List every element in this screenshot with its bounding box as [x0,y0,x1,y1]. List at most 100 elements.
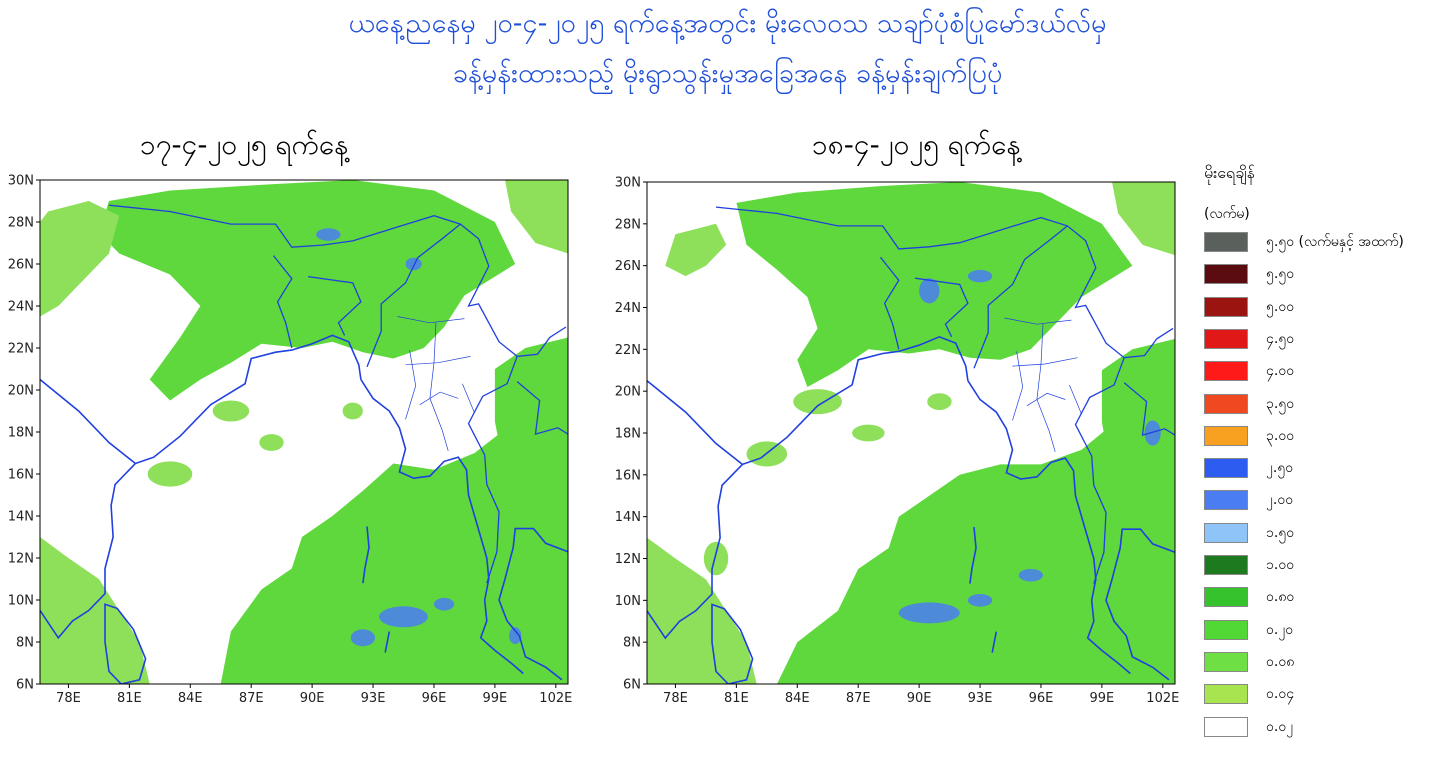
legend-label: ၁.၅၀ [1266,524,1295,541]
rainfall-map-day2: 30N 28N 26N 24N 22N 20N 18N 16N 14N 12N 10N 8N 6N 78E… [600,170,1185,706]
heavy-rain-spot [350,629,376,647]
heavy-rain-spot [967,594,993,607]
legend-label: ၀.၀၈ [1266,653,1295,670]
state-boundary [405,350,417,420]
heavy-rain-spot [379,606,428,628]
lon-tick-label: 99E [1090,691,1115,705]
legend-label: ၅.၅၀ (လက်မနှင့် အထက်) [1266,234,1404,250]
coastline-india-east [647,335,969,466]
lat-tick-label: 22N [615,343,641,358]
state-boundary [1036,324,1056,452]
map-title-line-1: ယနေ့ညနေမှ ၂၀-၄-၂၀၂၅ ရက်နေ့အတွင်း မိုးလေဝ… [348,8,1107,39]
lon-tick-label: 96E [1029,691,1054,705]
lon-tick-label: 102E [539,691,572,705]
coastline-sri-lanka [104,603,147,684]
legend-label: ၃.၀၀ [1266,427,1295,444]
legend-swatch [1204,555,1248,575]
legend-swatch [1204,425,1248,446]
lat-tick-label: 10N [615,594,641,609]
border-myanmar-thailand [467,356,518,584]
coastline-nicobar [991,631,998,653]
state-boundary [1012,357,1078,367]
legend-title: မိုးရေချိန် [1204,163,1255,182]
rain-patch [212,400,250,422]
rain-area-south [220,379,568,684]
lat-tick-label: 6N [16,678,34,693]
map-title-line-2: ခန့်မှန်းထားသည့် မိုးရွာသွန်းမှုအခြေအနေ … [452,58,1003,89]
legend-swatch [1204,490,1248,511]
border-myanmar-india [973,225,1068,369]
legend-label: ၄.၀၀ [1266,363,1295,380]
lat-tick-label: 24N [8,300,34,315]
lon-tick-label: 87E [239,691,264,705]
lon-tick-label: 87E [846,691,871,705]
legend-swatch [1204,651,1248,672]
rain-patch [342,402,363,420]
legend-label: ၀.၂၀ [1266,621,1294,638]
legend-swatch [1204,587,1248,608]
heavy-rain-spot [509,627,522,645]
left-panel-date: ၁၇-၄-၂၀၂၅ ရက်နေ့ [140,128,349,161]
heavy-rain-spot [405,257,422,271]
lat-tick-label: 26N [8,258,34,273]
rain-area-west [665,223,727,277]
lat-tick-label: 30N [8,174,34,189]
lat-tick-label: 30N [615,176,641,191]
map-plot-area [647,182,1175,684]
legend-swatch [1204,232,1248,252]
legend-swatch [1204,716,1248,737]
lon-tick-label: 93E [968,691,993,705]
state-boundary [419,391,459,405]
border-bangladesh-east [308,275,362,336]
rain-patch [259,434,284,451]
legend-swatch [1204,522,1248,543]
rain-patch [703,541,729,576]
rain-patch [147,461,193,487]
legend-swatch [1204,296,1248,317]
legend-swatch [1204,619,1248,640]
lon-tick-label: 84E [178,691,203,705]
rain-area-northeast [1112,182,1175,256]
rain-area-northeast [505,180,568,254]
heavy-rain-spot [898,602,960,624]
rain-patch [852,424,885,442]
legend-label: ၂.၅၀ [1266,460,1294,477]
lat-tick-label: 18N [615,427,641,442]
legend-swatch [1204,458,1248,479]
lon-tick-label: 90E [907,691,932,705]
lon-tick-label: 90E [300,691,325,705]
coastline-myanmar [967,380,1131,675]
lat-tick-label: 20N [615,385,641,400]
coastline-andaman [969,527,977,584]
border-thailand-laos [1123,382,1175,436]
border-bangladesh-east [915,277,969,338]
legend-label: ၁.၀၀ [1266,557,1295,573]
lat-tick-label: 16N [8,468,34,483]
lat-tick-label: 8N [16,636,34,651]
rain-area-southwest [40,537,150,684]
legend-label: ၀.၀၄ [1266,686,1295,703]
coastline-sri-lanka [711,603,754,684]
rain-area-east [494,337,568,495]
lat-tick-label: 16N [615,468,641,483]
legend-unit: (လက်မ) [1204,206,1250,222]
lat-tick-label: 10N [8,594,34,609]
legend-swatch [1204,264,1248,285]
lat-tick-label: 24N [615,301,641,316]
heavy-rain-spot [967,269,993,283]
border-bangladesh-west [879,256,900,350]
coastline-india-south [647,463,743,640]
lat-tick-label: 12N [8,552,34,567]
border-myanmar-india [366,223,461,368]
lat-tick-label: 14N [8,510,34,525]
heavy-rain-spot [919,278,940,304]
legend-swatch [1204,361,1248,382]
lon-tick-label: 78E [56,691,81,705]
lon-tick-label: 78E [663,691,688,705]
legend-label: ၀.၈၀ [1266,589,1295,606]
legend-label: ၅.၅၀ [1266,266,1295,283]
border-myanmar-thailand [1074,357,1125,584]
rain-area-east [1101,338,1175,496]
legend-label: ၃.၅၀ [1266,395,1295,412]
lon-tick-label: 93E [361,691,386,705]
